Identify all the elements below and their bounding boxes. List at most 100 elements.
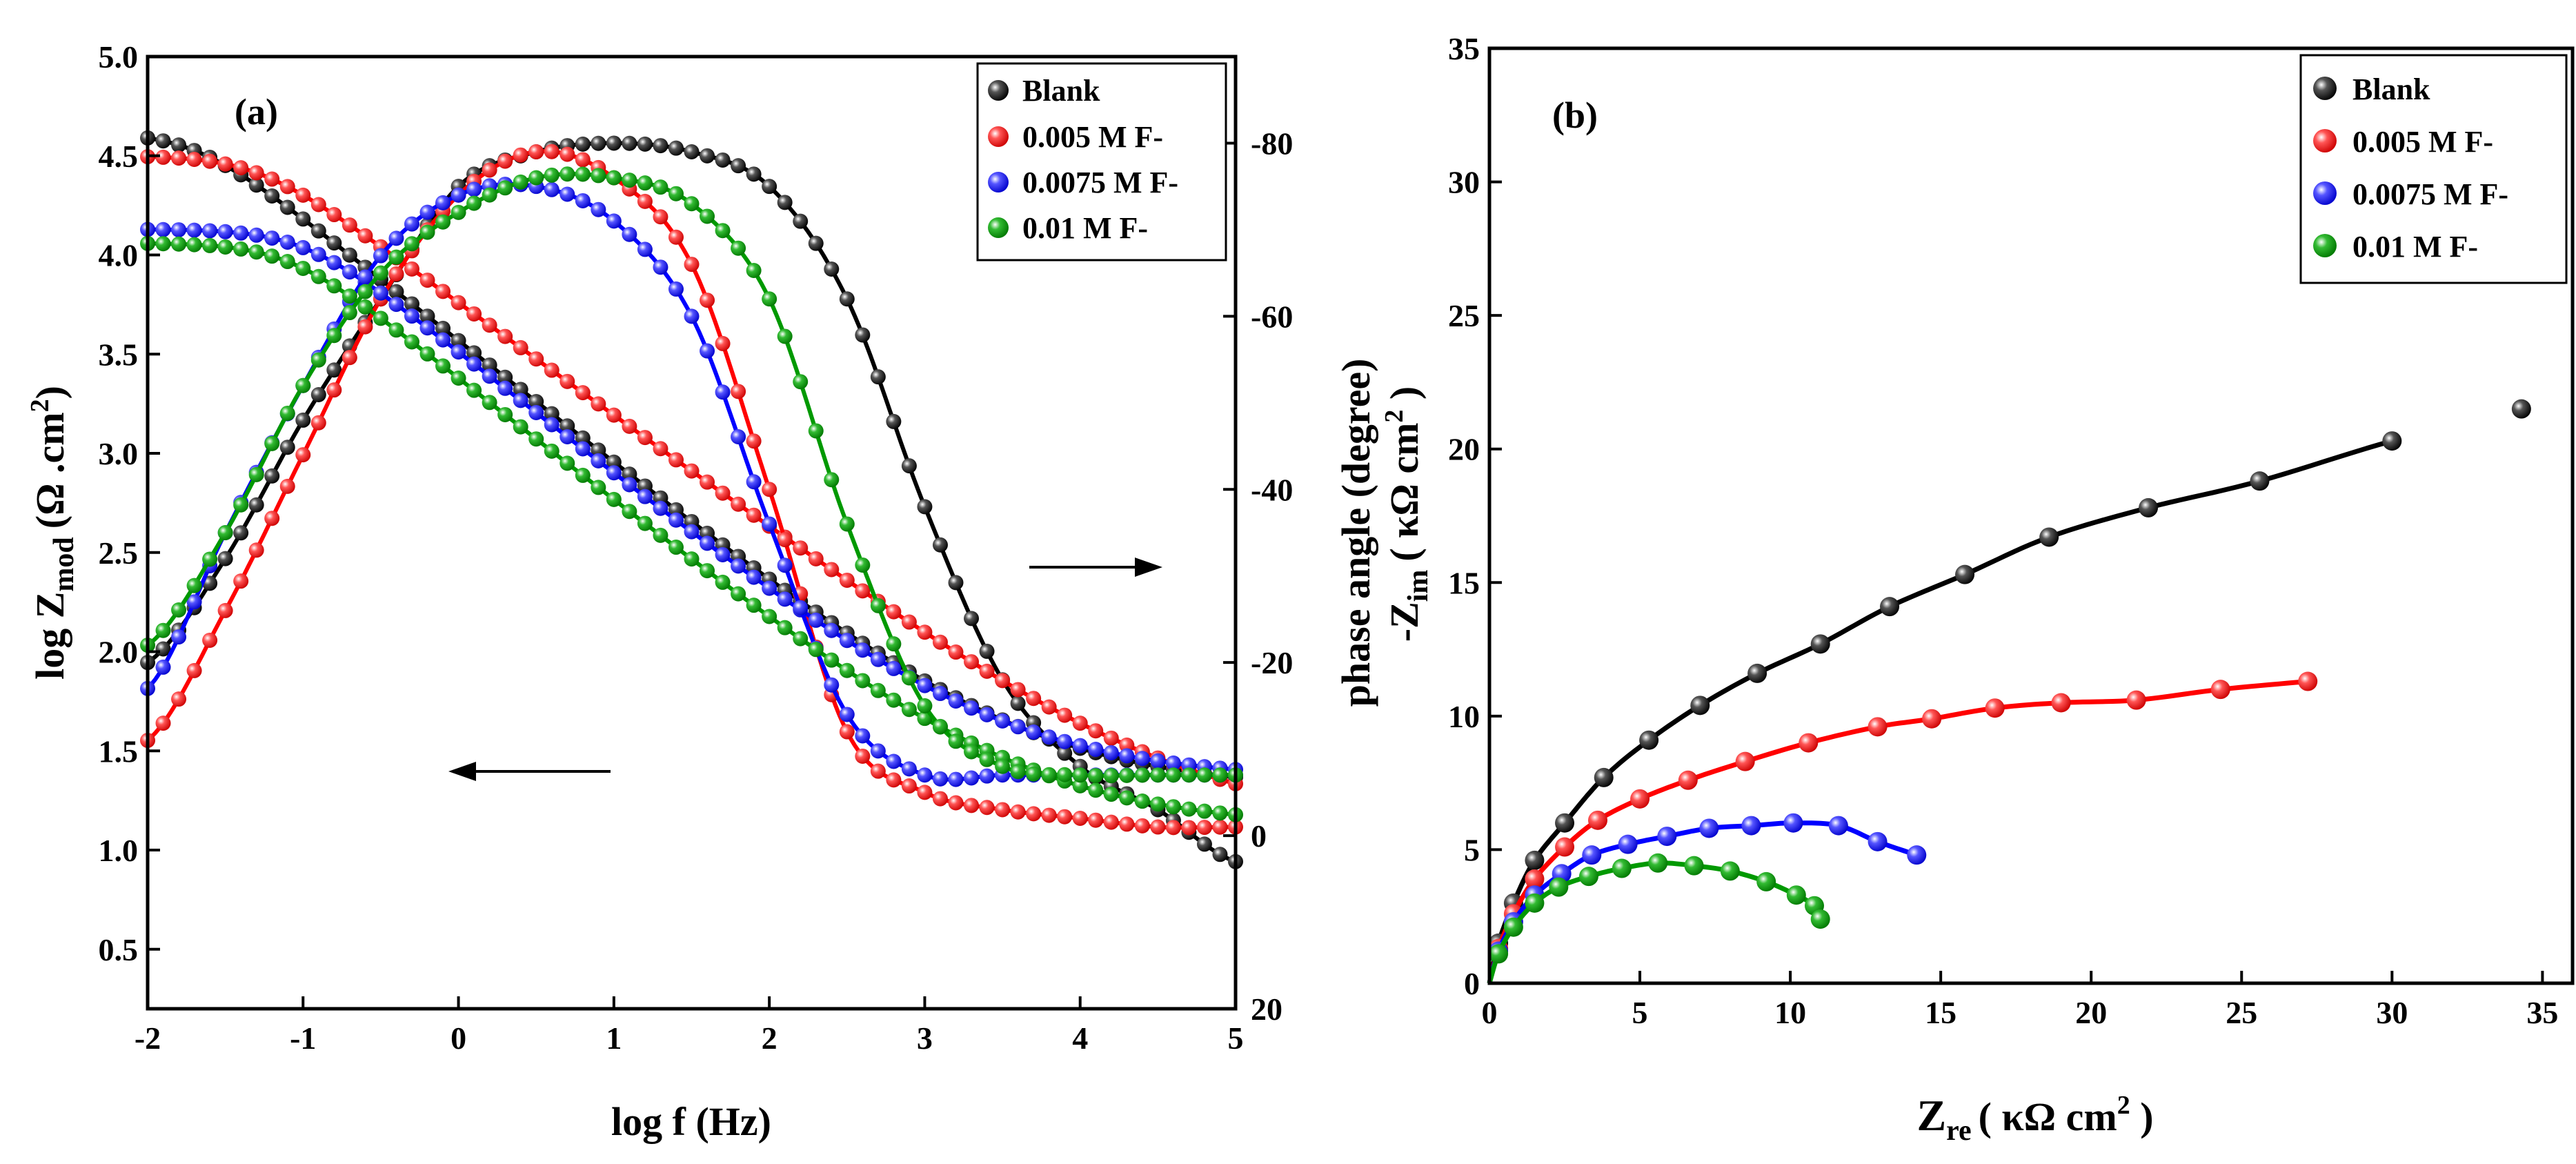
logz-point-0-01-m-f	[1150, 796, 1166, 812]
phase-point-0-0075-m-f	[715, 384, 731, 400]
logz-point-0-005-m-f	[419, 273, 435, 288]
phase-point-0-005-m-f	[901, 778, 917, 794]
panel-b-ylabel-units-tail: )	[1382, 386, 1427, 410]
logz-point-0-01-m-f	[217, 239, 233, 255]
phase-point-0-0075-m-f	[700, 343, 715, 359]
phase-point-0-005-m-f	[295, 447, 311, 463]
logz-point-0-0075-m-f	[497, 380, 513, 396]
panel-a-ylabel-units-sup: 2	[26, 399, 55, 412]
phase-point-0-01-m-f	[1041, 767, 1057, 782]
phase-point-blank	[979, 643, 995, 659]
logz-point-0-005-m-f	[932, 634, 948, 650]
phase-point-0-005-m-f	[497, 153, 513, 169]
phase-point-blank	[310, 386, 326, 402]
phase-point-0-0075-m-f	[373, 248, 388, 264]
logz-point-0-01-m-f	[326, 278, 342, 294]
logz-point-0-005-m-f	[1057, 707, 1073, 723]
logz-point-blank	[591, 442, 606, 458]
panel-a-ylabel-units-tail: )	[28, 386, 72, 399]
logz-point-0-01-m-f	[886, 692, 902, 708]
phase-point-0-0075-m-f	[559, 186, 575, 202]
phase-point-0-005-m-f	[1150, 819, 1166, 835]
logz-point-0-0075-m-f	[684, 524, 700, 540]
phase-point-0-01-m-f	[901, 670, 917, 686]
logz-point-blank	[559, 418, 575, 434]
panel-b-xlabel-main: Z	[1916, 1091, 1946, 1140]
phase-point-0-0075-m-f	[357, 269, 373, 285]
logz-point-0-005-m-f	[731, 496, 746, 512]
panel-a-xtick-label: 0	[450, 1020, 466, 1056]
logz-point-0-01-m-f	[1134, 793, 1150, 809]
panel-a-ylabel-units: (Ω .cm	[28, 412, 72, 529]
logz-point-0-01-m-f	[762, 609, 777, 624]
phase-point-0-01-m-f	[373, 265, 388, 281]
phase-point-0-01-m-f	[1072, 767, 1088, 783]
phase-point-blank	[886, 413, 902, 429]
logz-point-0-0075-m-f	[264, 230, 280, 246]
panel-b-xtick-label: 0	[1482, 995, 1498, 1030]
phase-point-0-01-m-f	[700, 208, 715, 224]
phase-point-0-0075-m-f	[668, 281, 684, 297]
logz-point-0-0075-m-f	[1026, 724, 1042, 740]
panel-b: 0 5 10 15 20 25 30 35 0 5 10 15 20 25 30 35 (b) -Zim ( κ…	[1380, 31, 2575, 1147]
panel-b-ylabel: -Zim ( κΩ cm2 )	[1380, 386, 1434, 642]
logz-point-0-0075-m-f	[310, 246, 326, 262]
logz-point-blank	[310, 223, 326, 239]
panel-b-ytick-label: 10	[1448, 699, 1480, 734]
logz-point-0-005-m-f	[948, 644, 964, 660]
phase-point-0-0075-m-f	[155, 659, 171, 675]
phase-point-0-01-m-f	[1057, 767, 1073, 782]
logz-point-0-005-m-f	[700, 474, 715, 490]
logz-point-0-01-m-f	[653, 527, 668, 543]
phase-point-0-0075-m-f	[637, 241, 653, 257]
panel-a-xtick-label: 4	[1072, 1020, 1088, 1056]
logz-point-0-005-m-f	[839, 572, 855, 588]
phase-point-0-01-m-f	[932, 718, 948, 734]
phase-point-0-01-m-f	[217, 525, 233, 540]
logz-point-0-0075-m-f	[248, 227, 264, 243]
nyquist-point-0-005-m-f	[1678, 770, 1698, 790]
phase-point-0-005-m-f	[544, 144, 559, 159]
panel-a-ytick-label: 2.5	[99, 535, 139, 571]
phase-point-0-01-m-f	[341, 305, 357, 321]
logz-point-0-01-m-f	[279, 254, 295, 270]
logz-point-0-01-m-f	[715, 574, 731, 590]
logz-point-0-0075-m-f	[559, 428, 575, 444]
panel-a-ticks: -2 -1 0 1 2 3 4 5 0.5 1.0 1.5 2.0 2.5 3.0 3.5 4.0 4.5 5.0…	[99, 39, 1294, 1056]
panel-b-ytick-label: 20	[1448, 432, 1480, 467]
panel-b-ylabel-units-sup: 2	[1380, 410, 1409, 423]
logz-point-0-005-m-f	[668, 452, 684, 468]
logz-point-0-0075-m-f	[419, 320, 435, 336]
phase-point-0-005-m-f	[341, 350, 357, 366]
phase-point-0-0075-m-f	[622, 226, 637, 242]
phase-point-0-01-m-f	[715, 223, 731, 239]
nyquist-point-0-0075-m-f	[1907, 845, 1927, 865]
legend-a-marker-001	[988, 217, 1009, 238]
nyquist-point-0-005-m-f	[1630, 789, 1650, 809]
logz-point-0-01-m-f	[684, 551, 700, 567]
legend-b-marker-00075	[2313, 181, 2337, 205]
phase-point-blank	[948, 575, 964, 591]
panel-a-ylabel-sub: mod	[48, 537, 80, 591]
phase-point-0-0075-m-f	[419, 204, 435, 220]
phase-point-0-01-m-f	[886, 636, 902, 652]
logz-point-0-0075-m-f	[1010, 719, 1026, 735]
phase-point-0-005-m-f	[310, 415, 326, 431]
phase-point-blank	[279, 440, 295, 455]
phase-point-blank	[1057, 745, 1073, 761]
panel-b-xlabel-units-tail: )	[2130, 1094, 2154, 1139]
logz-point-blank	[155, 133, 171, 149]
phase-point-0-01-m-f	[171, 602, 187, 618]
phase-point-0-005-m-f	[1041, 807, 1057, 823]
phase-point-0-005-m-f	[870, 763, 886, 779]
phase-point-0-01-m-f	[233, 497, 249, 513]
phase-point-0-01-m-f	[855, 557, 871, 573]
logz-point-0-0075-m-f	[1150, 753, 1166, 769]
panel-a-y2tick-label: -80	[1251, 126, 1293, 161]
logz-point-0-0075-m-f	[528, 404, 544, 420]
phase-point-0-01-m-f	[606, 170, 622, 186]
phase-point-0-01-m-f	[1181, 767, 1197, 783]
nyquist-point-0-005-m-f	[1922, 709, 1942, 729]
phase-point-blank	[964, 611, 980, 627]
panel-b-xtick-label: 20	[2075, 995, 2107, 1030]
